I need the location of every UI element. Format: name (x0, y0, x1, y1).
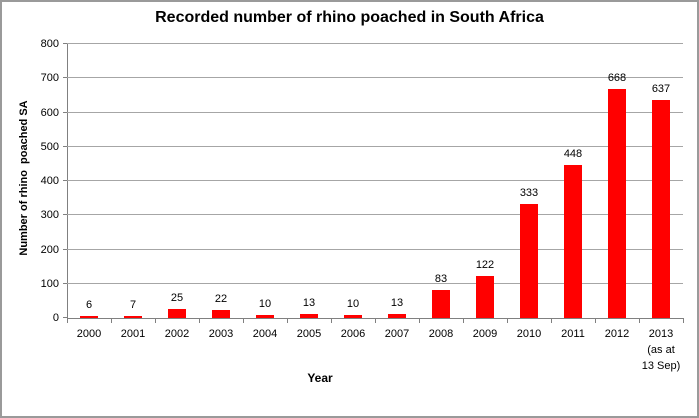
x-tick-mark (155, 319, 156, 323)
x-tick-label: 2001 (120, 328, 146, 340)
x-tick-label: 2005 (296, 328, 322, 340)
bar-value-label: 448 (563, 147, 583, 160)
bar (520, 203, 538, 318)
gridline (67, 77, 683, 79)
x-tick-label: 2013 (as at 13 Sep) (641, 328, 681, 372)
x-tick-mark (331, 319, 332, 323)
chart-title: Recorded number of rhino poached in Sout… (155, 9, 544, 26)
bar (652, 99, 670, 318)
y-tick-mark (63, 111, 67, 113)
y-tick-mark (63, 145, 67, 147)
bar-value-label: 10 (346, 297, 360, 310)
bar (564, 164, 582, 318)
bar (124, 315, 142, 318)
gridline (67, 180, 683, 181)
x-tick-mark (243, 319, 244, 323)
gridline (67, 248, 683, 250)
bar (476, 276, 494, 318)
x-tick-label: 2002 (164, 328, 190, 340)
y-tick-mark (63, 317, 67, 318)
x-tick-mark (111, 319, 112, 323)
x-tick-label: 2009 (472, 328, 498, 340)
bar (168, 309, 186, 318)
x-tick-mark (507, 319, 508, 323)
gridline (67, 282, 683, 284)
bar (212, 310, 230, 318)
y-tick-mark (63, 43, 67, 44)
bar-value-label: 6 (85, 298, 93, 311)
bar (432, 289, 450, 318)
bar-value-label: 122 (475, 259, 495, 272)
x-tick-mark (199, 319, 200, 323)
x-tick-mark (375, 319, 376, 323)
bar-value-label: 637 (651, 82, 671, 95)
x-axis-tick-labels: 2000 2001 2002 2003 2004 2005 2006 2007 2008 2009… (67, 326, 683, 378)
y-axis-tick-labels: 0 100 200 300 400 500 600 700 800 (2, 38, 59, 324)
bar (344, 314, 362, 318)
bar-value-label: 83 (434, 272, 448, 285)
bar-value-label: 22 (214, 293, 228, 306)
gridline (67, 214, 683, 216)
y-tick-mark (63, 77, 67, 79)
y-tick-mark (63, 248, 67, 250)
x-tick-label: 2003 (208, 328, 234, 340)
x-tick-label: 2004 (252, 328, 278, 340)
x-tick-mark (463, 319, 464, 323)
bar (80, 315, 98, 318)
x-tick-label: 2000 (76, 328, 102, 340)
x-tick-label: 2011 (561, 328, 585, 340)
x-tick-label: 2010 (516, 328, 542, 340)
y-tick-label: 700 (40, 72, 59, 85)
bar-value-label: 13 (390, 296, 404, 309)
x-tick-label: 2006 (340, 328, 366, 340)
bar (608, 89, 626, 318)
y-tick-label: 100 (40, 277, 59, 290)
y-tick-label: 500 (40, 140, 59, 153)
y-tick-label: 300 (40, 209, 59, 222)
x-axis-line (67, 318, 684, 319)
x-tick-label: 2012 (604, 328, 630, 340)
y-tick-label: 400 (40, 175, 59, 187)
bar-value-label: 7 (129, 298, 137, 311)
bar (300, 313, 318, 318)
y-tick-mark (63, 214, 67, 216)
x-tick-mark (67, 319, 68, 323)
bar-value-label: 13 (302, 296, 316, 309)
y-axis-line (67, 44, 68, 319)
x-tick-mark (419, 319, 420, 323)
x-tick-mark (639, 319, 640, 323)
gridline (67, 145, 683, 147)
bar (388, 313, 406, 318)
y-tick-label: 600 (40, 106, 59, 119)
x-tick-label: 2008 (428, 328, 454, 340)
gridline (67, 111, 683, 113)
y-tick-mark (63, 282, 67, 284)
x-tick-mark (551, 319, 552, 323)
x-axis-title: Year (307, 371, 333, 385)
bar-value-label: 668 (607, 72, 627, 85)
plot-area: 6 7 25 22 10 13 10 13 83 122 333 448 668 637 (67, 43, 683, 318)
x-tick-mark (287, 319, 288, 323)
x-tick-label: 2007 (384, 328, 410, 340)
y-tick-label: 0 (52, 312, 59, 324)
bar (256, 314, 274, 318)
x-axis-tick-marks (67, 319, 684, 323)
y-axis-tick-marks (63, 43, 67, 318)
gridline (67, 43, 683, 44)
x-tick-mark (683, 319, 684, 323)
x-tick-mark (595, 319, 596, 323)
bar-value-label: 333 (519, 186, 539, 199)
y-tick-mark (63, 180, 67, 181)
bar-value-label: 10 (258, 297, 272, 310)
y-tick-label: 200 (40, 243, 59, 256)
bar-value-label: 25 (170, 292, 184, 305)
y-tick-label: 800 (40, 38, 59, 50)
